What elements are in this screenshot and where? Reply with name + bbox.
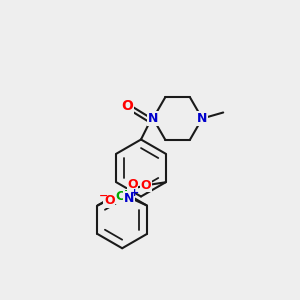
Text: N: N — [124, 191, 134, 205]
Text: O: O — [122, 100, 134, 113]
Text: N: N — [148, 112, 158, 125]
Text: O: O — [104, 194, 115, 208]
Text: N: N — [197, 112, 207, 125]
Text: −: − — [99, 190, 109, 201]
Text: Cl: Cl — [116, 190, 129, 203]
Text: O: O — [141, 179, 152, 192]
Text: O: O — [127, 178, 138, 191]
Text: +: + — [130, 188, 139, 198]
